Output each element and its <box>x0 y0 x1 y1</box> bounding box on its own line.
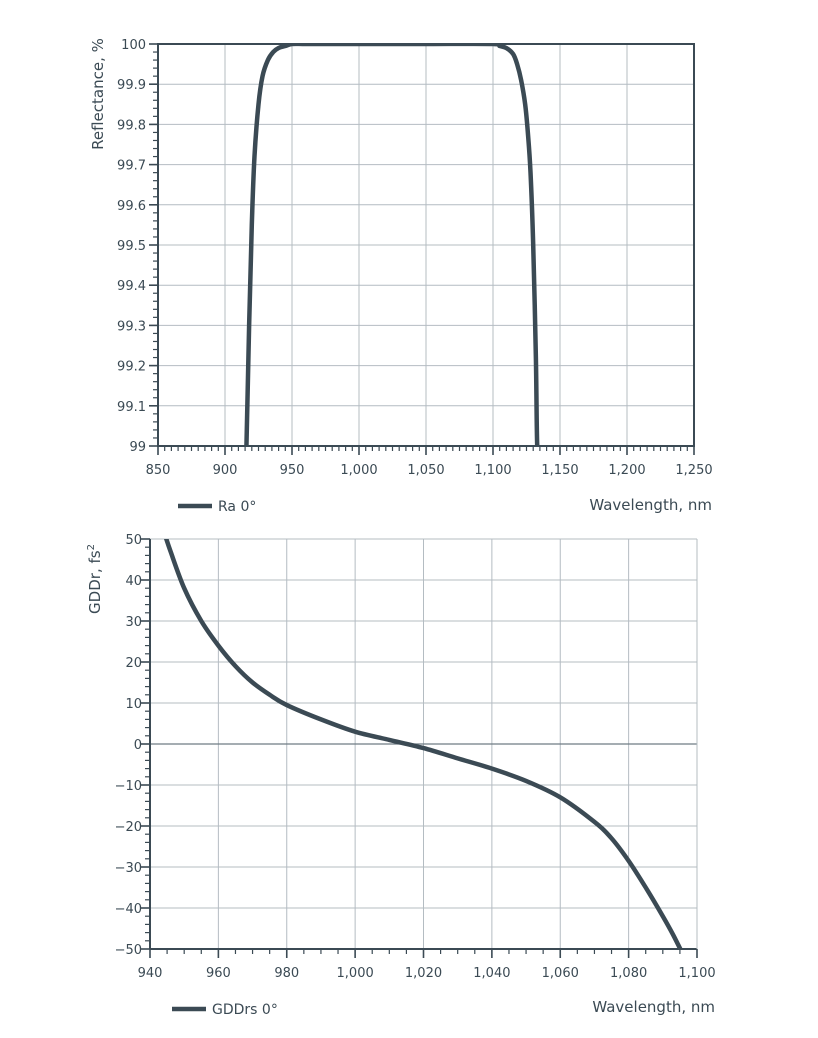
y-tick-label: 50 <box>125 533 142 548</box>
y-tick-label: 99 <box>129 440 146 455</box>
x-tick-label: 850 <box>146 463 171 478</box>
y-tick-label: 99.2 <box>117 360 146 375</box>
y-tick-label: 40 <box>125 574 142 589</box>
grid <box>149 538 698 950</box>
x-tick-label: 980 <box>274 966 299 981</box>
x-tick-label: 1,080 <box>610 966 647 981</box>
y-tick-label: 0 <box>134 738 142 753</box>
legend: GDDrs 0° <box>172 1002 278 1018</box>
y-tick-label: 99.9 <box>117 78 146 93</box>
ticks <box>149 43 695 455</box>
y-tick-label: 99.7 <box>117 159 146 174</box>
x-axis-label: Wavelength, nm <box>592 998 715 1016</box>
series-line <box>244 44 540 446</box>
y-tick-label: 20 <box>125 656 142 671</box>
y-tick-label: −30 <box>115 861 142 876</box>
legend-label: GDDrs 0° <box>212 1002 278 1018</box>
x-tick-label: 1,100 <box>474 463 511 478</box>
y-tick-label: 99.3 <box>117 319 146 334</box>
y-tick-label: 100 <box>121 38 146 53</box>
y-tick-label: 99.5 <box>117 239 146 254</box>
y-tick-label: 30 <box>125 615 142 630</box>
x-tick-label: 1,100 <box>678 966 715 981</box>
gdd-chart: 940 960 980 1,000 1,020 1,040 1,060 1,080 1,100 −… <box>86 533 716 1018</box>
ticks <box>141 538 698 958</box>
legend: Ra 0° <box>178 499 256 515</box>
y-axis-label-superscript: 2 <box>86 544 97 550</box>
x-tick-label: 1,000 <box>337 966 374 981</box>
legend-label: Ra 0° <box>218 499 256 515</box>
y-tick-label: 99.8 <box>117 118 146 133</box>
y-tick-label: −50 <box>115 943 142 958</box>
y-tick-label: 10 <box>125 697 142 712</box>
x-tick-label: 1,150 <box>541 463 578 478</box>
y-tick-label: −40 <box>115 902 142 917</box>
x-tick-label: 900 <box>213 463 238 478</box>
y-axis-label: GDDr, fs2 <box>86 544 104 614</box>
x-tick-label: 1,050 <box>407 463 444 478</box>
x-tick-label: 1,060 <box>542 966 579 981</box>
x-tick-label: 1,200 <box>608 463 645 478</box>
x-axis-label: Wavelength, nm <box>589 496 712 514</box>
x-tick-label: 1,040 <box>473 966 510 981</box>
x-tick-label: 1,250 <box>675 463 712 478</box>
y-tick-label: −20 <box>115 820 142 835</box>
grid <box>157 43 695 447</box>
x-tick-label: 1,000 <box>340 463 377 478</box>
x-tick-label: 950 <box>280 463 305 478</box>
y-tick-label: 99.4 <box>117 279 146 294</box>
y-tick-label: −10 <box>115 779 142 794</box>
y-axis-label: Reflectance, % <box>89 38 107 150</box>
y-tick-label: 99.6 <box>117 199 146 214</box>
series-line <box>163 539 683 949</box>
y-tick-label: 99.1 <box>117 400 146 415</box>
x-tick-label: 1,020 <box>405 966 442 981</box>
x-tick-label: 940 <box>138 966 163 981</box>
x-tick-label: 960 <box>206 966 231 981</box>
reflectance-chart: 850 900 950 1,000 1,050 1,100 1,150 1,200 1,250 9… <box>89 38 713 515</box>
